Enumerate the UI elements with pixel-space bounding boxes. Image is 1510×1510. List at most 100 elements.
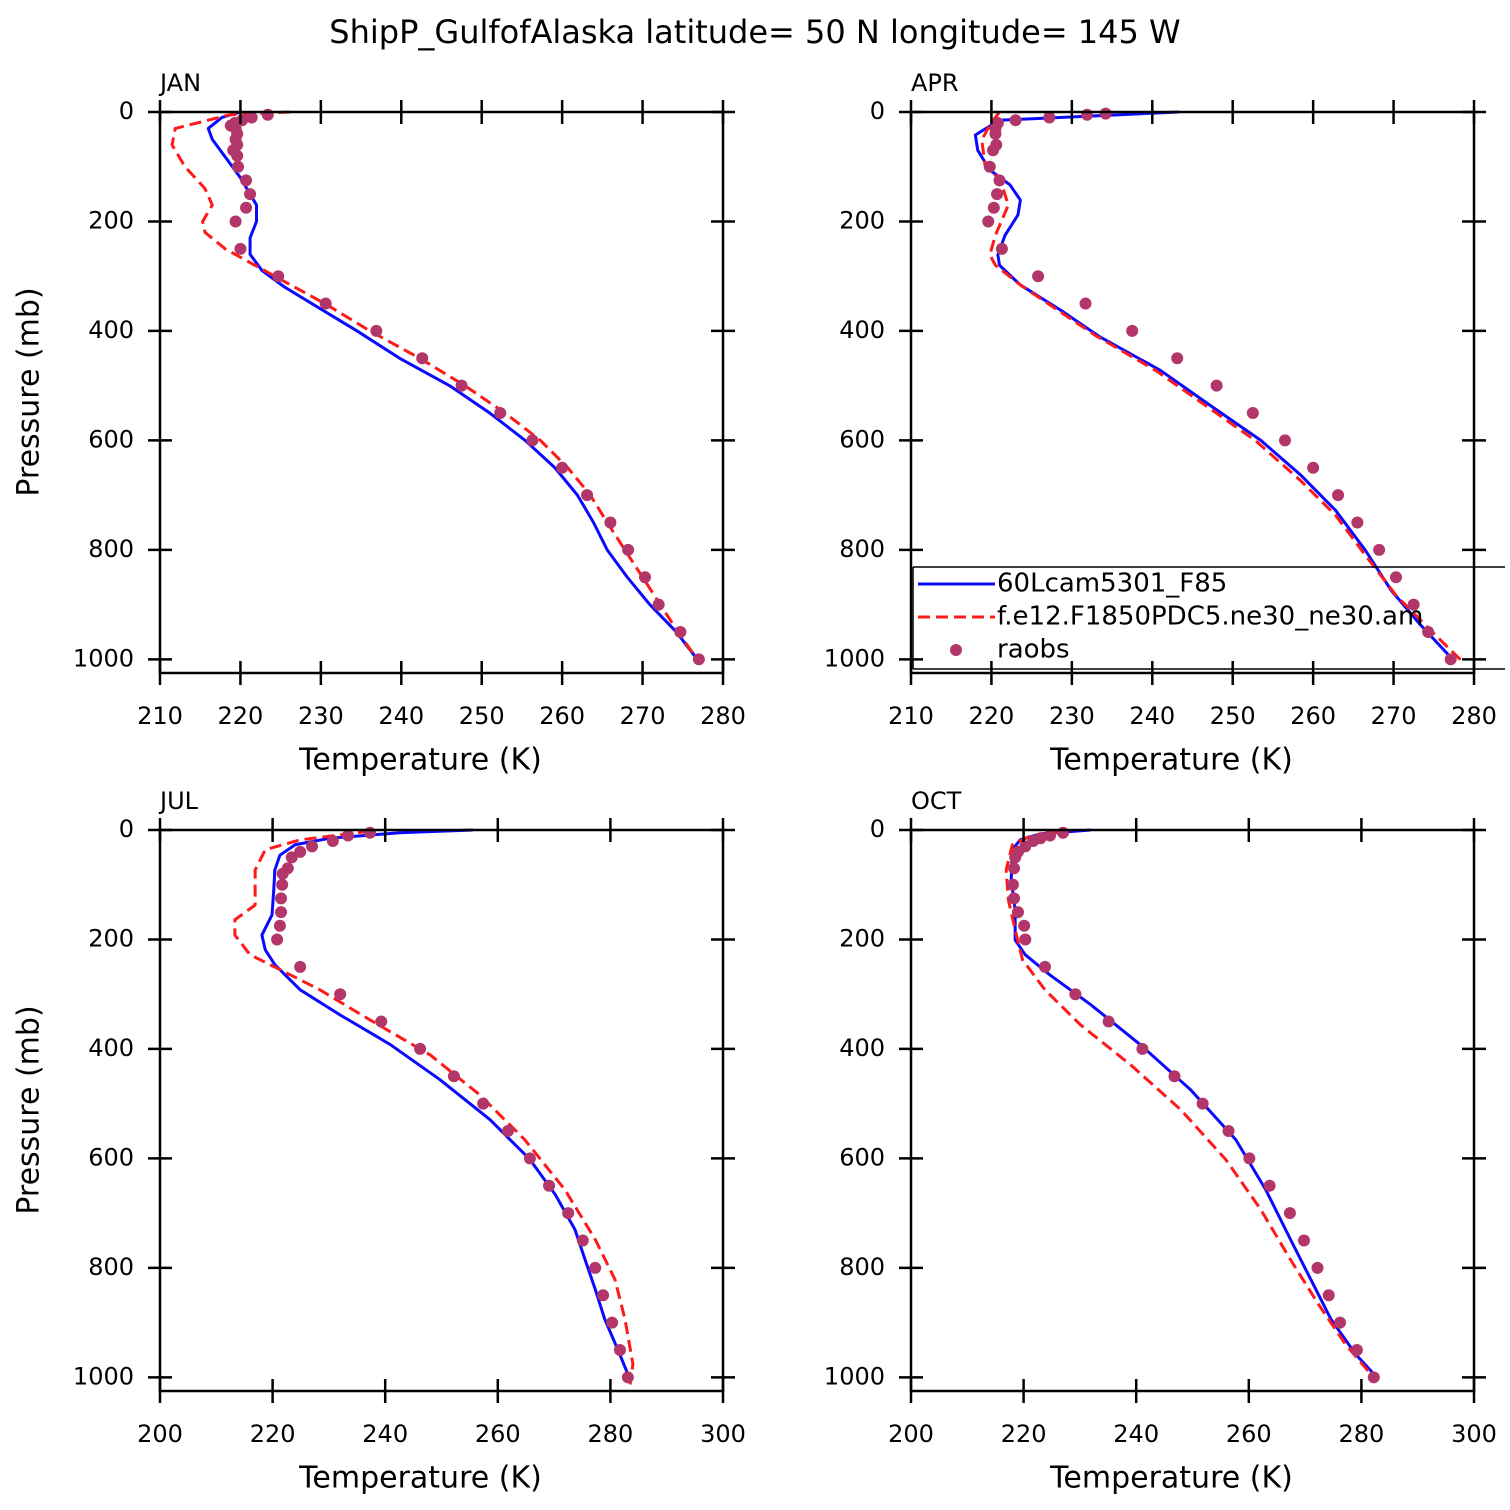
data-point — [1196, 1097, 1209, 1110]
data-point — [989, 127, 1002, 140]
x-tick-label: 220 — [218, 702, 264, 730]
data-point — [1069, 988, 1082, 1001]
data-point — [245, 111, 258, 124]
x-tick-label: 200 — [888, 1420, 934, 1448]
x-axis-label: Temperature (K) — [1049, 743, 1293, 778]
data-point — [1081, 108, 1094, 121]
data-point — [606, 1316, 619, 1329]
data-point — [494, 407, 507, 420]
data-point — [1283, 1207, 1296, 1220]
data-point — [1171, 352, 1184, 365]
x-tick-label: 260 — [475, 1420, 521, 1448]
data-point — [232, 160, 245, 173]
x-tick-label: 250 — [459, 702, 505, 730]
data-point — [987, 144, 1000, 157]
data-point — [1222, 1125, 1235, 1138]
data-point — [1407, 598, 1420, 611]
y-tick-label: 400 — [88, 1034, 134, 1062]
data-point — [416, 352, 429, 365]
y-tick-label: 200 — [839, 924, 885, 952]
data-point — [319, 297, 332, 310]
data-point — [1011, 906, 1024, 919]
y-tick-label: 800 — [88, 1253, 134, 1281]
data-point — [342, 829, 355, 842]
data-point — [613, 1343, 626, 1356]
data-point — [501, 1125, 514, 1138]
data-point — [1019, 933, 1032, 946]
data-point — [638, 571, 651, 584]
legend-label: 60Lcam5301_F85 — [997, 569, 1227, 599]
data-point — [276, 878, 289, 891]
data-point — [983, 160, 996, 173]
x-tick-label: 230 — [298, 702, 344, 730]
data-point — [1322, 1289, 1335, 1302]
data-point — [995, 242, 1008, 255]
data-point — [272, 270, 285, 283]
data-point — [1351, 516, 1364, 529]
y-axis-label: Pressure (mb) — [12, 1005, 47, 1214]
data-point — [273, 919, 286, 932]
x-tick-label: 280 — [1451, 702, 1497, 730]
data-point — [987, 201, 1000, 214]
data-point — [692, 653, 705, 666]
series-line — [260, 828, 632, 1381]
series-line — [206, 110, 699, 661]
data-point — [271, 933, 284, 946]
panel: 210 220 230 240 250 260 270 280 0 200 400 600 800 100… — [12, 69, 746, 778]
data-point — [1079, 297, 1092, 310]
data-point — [1278, 434, 1291, 447]
data-point — [1057, 826, 1070, 839]
y-tick-label: 1000 — [73, 1362, 134, 1390]
x-tick-label: 250 — [1210, 702, 1256, 730]
y-tick-label: 0 — [119, 97, 134, 125]
data-point — [1444, 653, 1457, 666]
panel: 200 220 240 260 280 300 0 200 400 600 800 1000 JUL Te… — [12, 787, 746, 1496]
data-point — [991, 188, 1004, 201]
data-point — [621, 1371, 634, 1384]
plot-frame — [909, 110, 1476, 675]
data-point — [652, 598, 665, 611]
y-tick-label: 200 — [839, 206, 885, 234]
x-tick-label: 240 — [1129, 702, 1175, 730]
x-tick-label: 210 — [137, 702, 183, 730]
y-tick-label: 200 — [88, 924, 134, 952]
data-point — [1334, 1316, 1347, 1329]
y-tick-label: 0 — [119, 815, 134, 843]
y-tick-label: 0 — [870, 815, 885, 843]
data-point — [1009, 114, 1022, 127]
data-point — [1008, 862, 1021, 875]
plot-frame — [909, 828, 1476, 1393]
y-tick-label: 600 — [839, 425, 885, 453]
data-point — [674, 625, 687, 638]
y-tick-label: 1000 — [824, 1362, 885, 1390]
data-point — [244, 188, 257, 201]
data-point — [1136, 1042, 1149, 1055]
x-axis-label: Temperature (K) — [298, 1461, 542, 1496]
legend-marker — [950, 644, 962, 656]
plot-frame — [158, 110, 725, 675]
panel-title: JUL — [158, 787, 199, 815]
data-point — [526, 434, 539, 447]
x-tick-label: 210 — [888, 702, 934, 730]
x-tick-label: 280 — [700, 702, 746, 730]
x-tick-label: 220 — [969, 702, 1015, 730]
data-point — [414, 1042, 427, 1055]
data-point — [1307, 461, 1320, 474]
panel-title: APR — [911, 69, 959, 97]
data-point — [306, 840, 319, 853]
x-tick-label: 270 — [1371, 702, 1417, 730]
y-tick-label: 400 — [839, 1034, 885, 1062]
data-point — [1009, 851, 1022, 864]
legend-label: f.e12.F1850PDC5.ne30_ne30.am — [997, 602, 1423, 632]
legend-label: raobs — [997, 635, 1070, 665]
y-tick-label: 800 — [839, 535, 885, 563]
data-point — [1263, 1179, 1276, 1192]
data-point — [1043, 111, 1056, 124]
data-point — [455, 379, 468, 392]
y-tick-label: 600 — [88, 1143, 134, 1171]
data-point — [1032, 270, 1045, 283]
x-tick-label: 270 — [620, 702, 666, 730]
